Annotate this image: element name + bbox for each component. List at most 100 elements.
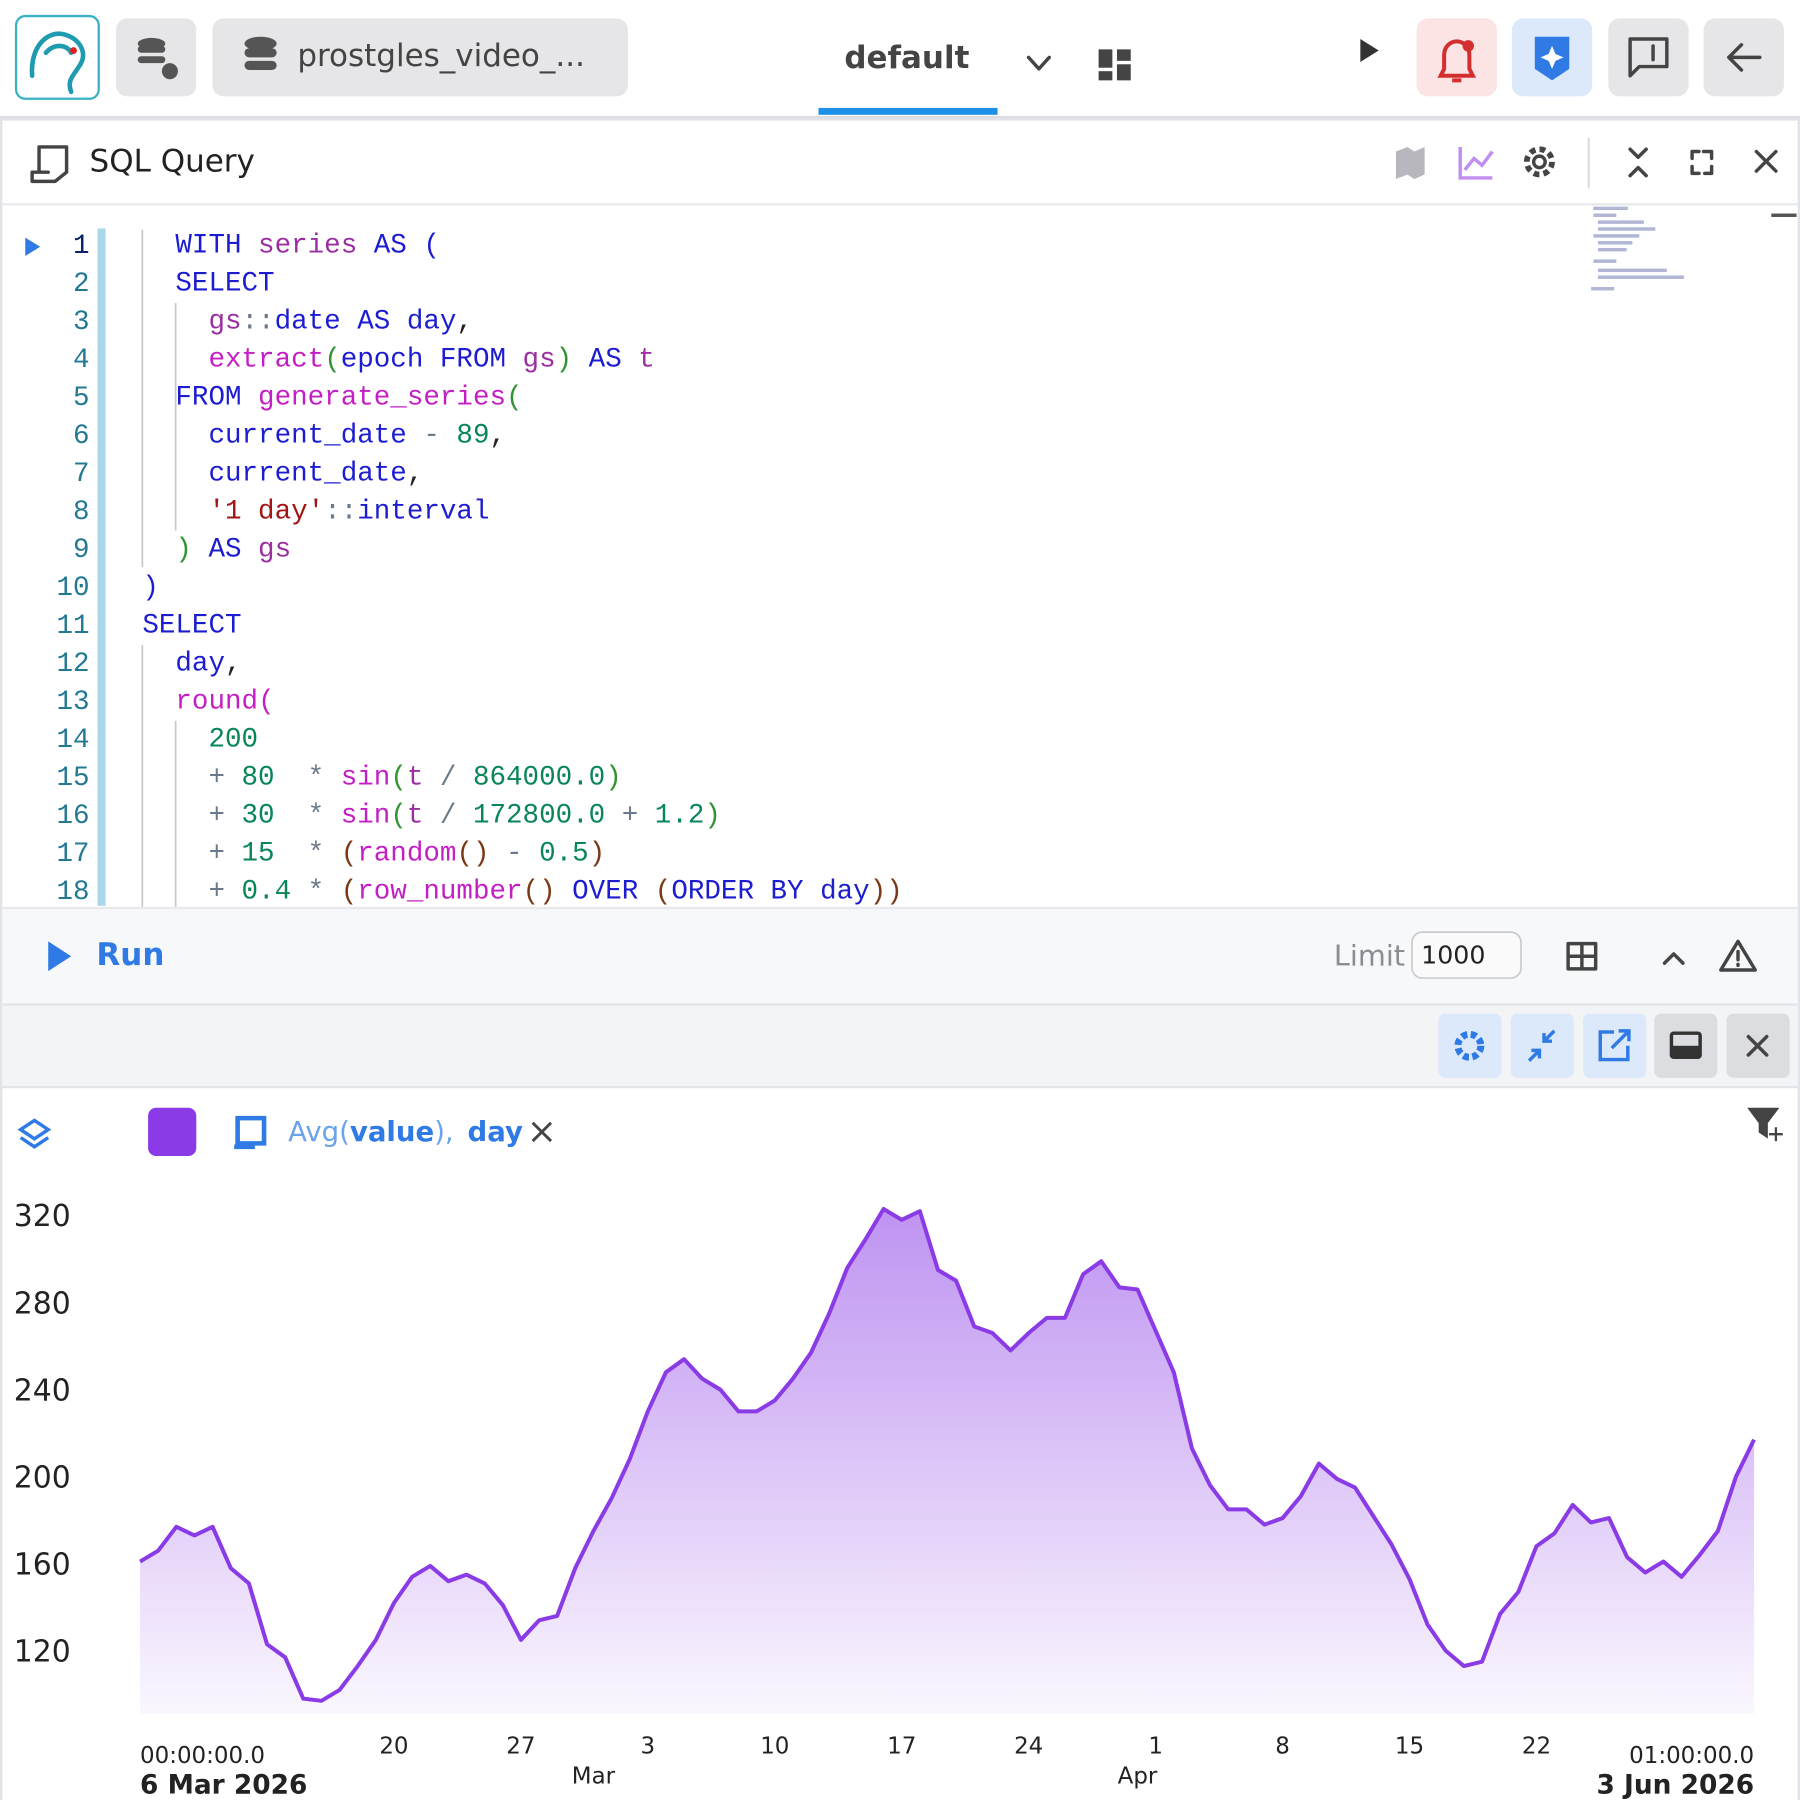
code-token: day [390, 307, 456, 338]
limit-input[interactable] [1411, 931, 1522, 979]
line-number: 2 [73, 269, 90, 300]
code-line: + 0.4 * (row_number() OVER (ORDER BY day… [142, 877, 902, 908]
code-token: * [275, 801, 325, 832]
x-column: day [467, 1116, 522, 1148]
code-token: , [407, 459, 424, 490]
workspace-menu-chevron[interactable] [1026, 55, 1051, 71]
close-panel-button[interactable] [1754, 149, 1778, 173]
code-token: SELECT [142, 611, 241, 642]
logo-dot [70, 47, 77, 54]
layer-color[interactable] [148, 1107, 197, 1156]
code-token: 0.4 [225, 877, 291, 908]
code-token: :: [324, 497, 357, 528]
code-line: current_date, [142, 459, 423, 490]
database-settings-icon [137, 37, 178, 80]
toolbar-bottom-divider [2, 1085, 1798, 1089]
line-number: 6 [73, 421, 90, 452]
code-token: AS [192, 535, 242, 566]
line-number: 17 [56, 839, 89, 870]
line-number: 16 [56, 801, 89, 832]
x-tick-sublabel: 3 Jun 2026 [1596, 1770, 1754, 1800]
map-button[interactable] [1395, 146, 1425, 180]
code-token: AS [357, 231, 407, 262]
line-number: 12 [56, 649, 89, 680]
chart-button[interactable] [1458, 146, 1494, 180]
code-token: ) [142, 573, 159, 604]
code-token: 864000.0 [456, 763, 605, 794]
code-token: ( [390, 763, 407, 794]
y-tick-label: 280 [14, 1286, 71, 1321]
code-token: , [225, 649, 242, 680]
connection-button[interactable] [212, 18, 628, 97]
code-token: t [622, 345, 655, 376]
y-tick-label: 200 [14, 1460, 71, 1495]
indent-guides [141, 229, 177, 907]
value-column: value [350, 1116, 434, 1148]
x-tick-label: 15 [1395, 1734, 1424, 1760]
code-line: day, [142, 649, 241, 680]
code-token: current_date [142, 459, 407, 490]
minimize-chart-button[interactable] [1510, 1013, 1574, 1078]
code-token: - [407, 421, 440, 452]
code-token: , [490, 421, 507, 452]
line-number: 3 [73, 307, 90, 338]
code-token: 172800.0 [456, 801, 605, 832]
line-number: 18 [56, 877, 89, 908]
code-line: '1 day'::interval [142, 497, 489, 528]
warnings-button[interactable] [1719, 939, 1757, 972]
fullscreen-button[interactable] [1690, 149, 1714, 176]
top-bar-divider [0, 115, 1800, 120]
run-line-arrow[interactable] [25, 237, 41, 256]
x-tick-sublabel: Apr [1118, 1764, 1158, 1790]
layers-button[interactable] [17, 1118, 52, 1149]
run-icon[interactable] [48, 941, 72, 972]
layer-label[interactable]: Avg(value), day [288, 1116, 523, 1148]
remove-layer-button[interactable] [531, 1121, 553, 1143]
collapse-results-button[interactable] [1662, 952, 1685, 965]
line-number: 4 [73, 345, 90, 376]
code-line: + 80 * sin(t / 864000.0) [142, 763, 621, 794]
code-token: FROM [142, 383, 241, 414]
collapse-button[interactable] [1628, 147, 1648, 178]
alerts-button[interactable] [1416, 18, 1497, 97]
x-tick-label: 01:00:00.0 [1629, 1743, 1754, 1769]
limit-value[interactable]: 1000 [1421, 940, 1485, 969]
x-tick-label: 00:00:00.0 [140, 1743, 265, 1769]
limit-label: Limit [1334, 938, 1405, 972]
run-button[interactable] [1360, 39, 1379, 62]
x-tick-label: 8 [1275, 1734, 1290, 1760]
code-token: date [275, 307, 341, 338]
run-button-label[interactable]: Run [96, 937, 164, 973]
back-icon [1727, 43, 1762, 72]
workspace-tab[interactable]: default [844, 40, 969, 76]
code-token: + [142, 839, 225, 870]
dock-chart-button[interactable] [1654, 1013, 1718, 1078]
feedback-button[interactable] [1608, 18, 1689, 97]
table-view-button[interactable] [1566, 941, 1598, 971]
code-line: ) [142, 573, 159, 604]
chart-settings-button[interactable] [1438, 1013, 1502, 1078]
settings-button[interactable] [1523, 146, 1555, 178]
minimize-icon [1527, 1029, 1556, 1062]
code-token: extract [142, 345, 324, 376]
chart: 120 160 200 240 280 320 00:00:00.0 20 27 3 10 17 24 1… [14, 1199, 1756, 1800]
bell-icon [1437, 39, 1477, 83]
line-number: 7 [73, 459, 90, 490]
add-filter-button[interactable] [1747, 1107, 1783, 1142]
code-token: interval [357, 497, 489, 528]
code-token: ) [142, 535, 192, 566]
x-tick-sublabel: 6 Mar 2026 [140, 1770, 307, 1800]
logo-button[interactable] [14, 14, 100, 100]
connection-name: prostgles_video_... [297, 38, 585, 74]
code-token: WITH [142, 231, 241, 262]
x-tick-label: 22 [1522, 1734, 1551, 1760]
scroll-indicator [1771, 213, 1797, 217]
workspaces-icon[interactable] [1098, 49, 1131, 81]
code-token: t [407, 801, 424, 832]
code-token: gs [242, 535, 292, 566]
x-tick-sublabel: Mar [572, 1764, 616, 1790]
code-token: 30 [225, 801, 275, 832]
code-line: extract(epoch FROM gs) AS t [142, 345, 654, 376]
line-number: 14 [56, 725, 89, 756]
